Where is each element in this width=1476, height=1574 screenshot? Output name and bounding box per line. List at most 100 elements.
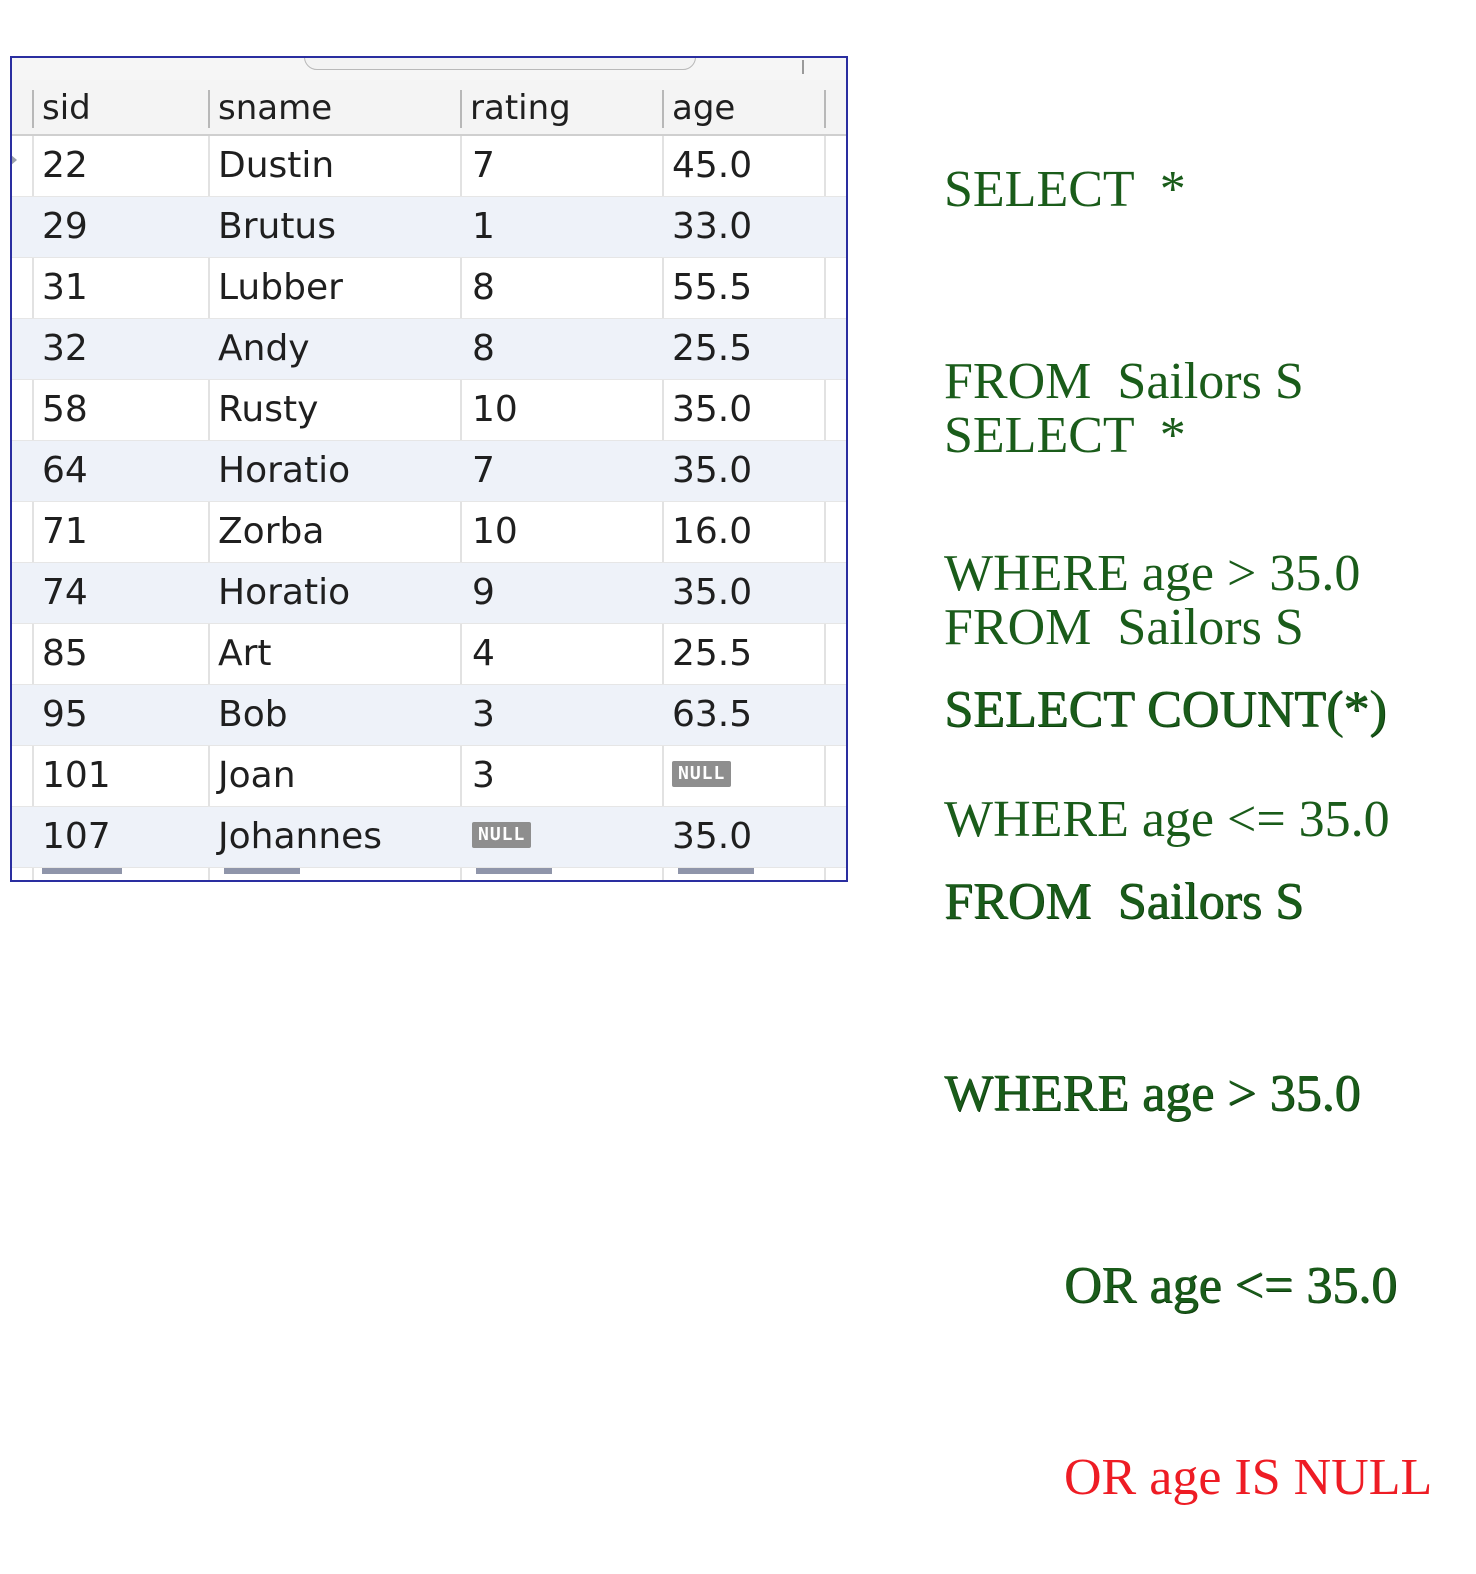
grid-line — [208, 136, 210, 880]
partial-table-row — [12, 868, 846, 880]
cell-age[interactable]: 35.0 — [672, 816, 753, 857]
cell-age[interactable]: 33.0 — [672, 206, 753, 247]
grid-line — [460, 136, 462, 880]
cell-sid[interactable]: 101 — [42, 755, 111, 796]
toolbar-divider — [802, 60, 804, 74]
cell-sid[interactable]: 32 — [42, 328, 88, 369]
table-row[interactable]: 107 Johannes NULL 35.0 — [12, 807, 846, 868]
cell-sname[interactable]: Lubber — [218, 267, 343, 308]
sql-line: WHERE age <= 35.0 — [944, 791, 1390, 848]
cell-sid[interactable]: 58 — [42, 389, 88, 430]
cut-off-cell — [42, 868, 122, 874]
cell-sid[interactable]: 22 — [42, 145, 88, 186]
window-top-strip — [12, 58, 846, 81]
sql-line: OR age <= 35.0 — [1064, 1257, 1398, 1314]
cell-age[interactable]: 25.5 — [672, 633, 753, 674]
cell-rating[interactable]: 3 — [472, 694, 495, 735]
table-row[interactable]: 64 Horatio 7 35.0 — [12, 441, 846, 502]
cell-sid[interactable]: 95 — [42, 694, 88, 735]
column-separator[interactable] — [824, 90, 826, 128]
sql-line: SELECT * — [944, 407, 1186, 464]
cell-sname[interactable]: Zorba — [218, 511, 325, 552]
table-row[interactable]: 101 Joan 3 NULL — [12, 746, 846, 807]
sql-line: FROM Sailors S — [944, 599, 1304, 656]
column-header-sname[interactable]: sname — [218, 88, 333, 128]
cell-rating[interactable]: 10 — [472, 511, 518, 552]
cut-off-cell — [224, 868, 300, 874]
column-separator[interactable] — [32, 90, 34, 128]
table-row[interactable]: 32 Andy 8 25.5 — [12, 319, 846, 380]
table-row[interactable]: 22 Dustin 7 45.0 — [12, 136, 846, 197]
cut-off-cell — [678, 868, 754, 874]
cut-off-cell — [476, 868, 552, 874]
cell-rating[interactable]: 8 — [472, 267, 495, 308]
cell-sid[interactable]: 107 — [42, 816, 111, 857]
cell-sid[interactable]: 29 — [42, 206, 88, 247]
cell-sname[interactable]: Horatio — [218, 572, 351, 613]
cell-sname[interactable]: Dustin — [218, 145, 335, 186]
cell-rating[interactable]: 7 — [472, 145, 495, 186]
cell-sname[interactable]: Joan — [218, 755, 296, 796]
cell-sid[interactable]: 85 — [42, 633, 88, 674]
cell-sname[interactable]: Rusty — [218, 389, 319, 430]
cell-rating[interactable]: 8 — [472, 328, 495, 369]
cell-age[interactable]: NULL — [672, 746, 732, 806]
cell-age[interactable]: 63.5 — [672, 694, 753, 735]
cell-sname[interactable]: Johannes — [218, 816, 383, 857]
cell-age[interactable]: 55.5 — [672, 267, 753, 308]
sql-query-1: SELECT * FROM Sailors S WHERE age > 35.0 — [944, 30, 1360, 670]
sql-line: FROM Sailors S — [944, 353, 1304, 410]
sql-query-2: SELECT * FROM Sailors S WHERE age <= 35.… — [944, 276, 1390, 916]
cell-sid[interactable]: 71 — [42, 511, 88, 552]
cell-sid[interactable]: 64 — [42, 450, 88, 491]
cell-sid[interactable]: 74 — [42, 572, 88, 613]
table-row[interactable]: 58 Rusty 10 35.0 — [12, 380, 846, 441]
column-separator[interactable] — [208, 90, 210, 128]
table-row[interactable]: 71 Zorba 10 16.0 — [12, 502, 846, 563]
cell-age[interactable]: 16.0 — [672, 511, 753, 552]
table-row[interactable]: 29 Brutus 1 33.0 — [12, 197, 846, 258]
sql-line-highlighted: OR age IS NULL — [1064, 1449, 1433, 1506]
sql-line: SELECT * — [944, 161, 1186, 218]
column-separator[interactable] — [460, 90, 462, 128]
sql-line: FROM Sailors S — [944, 873, 1304, 930]
cell-age[interactable]: 35.0 — [672, 450, 753, 491]
cell-sname[interactable]: Horatio — [218, 450, 351, 491]
cell-rating[interactable]: 10 — [472, 389, 518, 430]
cell-rating[interactable]: 3 — [472, 755, 495, 796]
table-row[interactable]: 85 Art 4 25.5 — [12, 624, 846, 685]
table-row[interactable]: 31 Lubber 8 55.5 — [12, 258, 846, 319]
cell-sname[interactable]: Bob — [218, 694, 288, 735]
cell-age[interactable]: 35.0 — [672, 572, 753, 613]
sql-line: WHERE age > 35.0 — [944, 1065, 1361, 1122]
grid-line — [824, 136, 826, 880]
cell-age[interactable]: 25.5 — [672, 328, 753, 369]
cell-rating[interactable]: NULL — [472, 807, 532, 867]
table-header: sid sname rating age — [12, 80, 846, 136]
horizontal-scroll-thumb[interactable] — [304, 58, 696, 70]
cell-sid[interactable]: 31 — [42, 267, 88, 308]
column-header-age[interactable]: age — [672, 88, 736, 128]
grid-line — [662, 136, 664, 880]
cell-rating[interactable]: 9 — [472, 572, 495, 613]
table-body: 22 Dustin 7 45.0 29 Brutus 1 33.0 31 Lubber 8 55.5 3… — [12, 136, 846, 868]
cell-sname[interactable]: Art — [218, 633, 272, 674]
cell-sname[interactable]: Andy — [218, 328, 310, 369]
cell-sname[interactable]: Brutus — [218, 206, 337, 247]
null-badge: NULL — [472, 822, 532, 848]
cell-rating[interactable]: 4 — [472, 633, 495, 674]
sql-line: SELECT COUNT(*) — [944, 681, 1387, 738]
cell-age[interactable]: 35.0 — [672, 389, 753, 430]
sql-query-3: SELECT COUNT(*) FROM Sailors S WHERE age… — [944, 550, 1432, 1574]
cell-age[interactable]: 45.0 — [672, 145, 753, 186]
cell-rating[interactable]: 7 — [472, 450, 495, 491]
sailors-table-window: sid sname rating age 22 Dustin 7 45.0 29 Brut… — [10, 56, 848, 882]
column-header-rating[interactable]: rating — [470, 88, 571, 128]
sql-line: WHERE age > 35.0 — [944, 545, 1361, 602]
column-header-sid[interactable]: sid — [42, 88, 91, 128]
table-row[interactable]: 74 Horatio 9 35.0 — [12, 563, 846, 624]
column-separator[interactable] — [662, 90, 664, 128]
grid-line — [32, 136, 34, 880]
cell-rating[interactable]: 1 — [472, 206, 495, 247]
table-row[interactable]: 95 Bob 3 63.5 — [12, 685, 846, 746]
